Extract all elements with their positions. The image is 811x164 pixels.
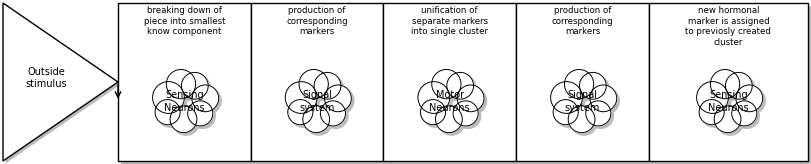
Circle shape xyxy=(588,103,613,128)
Circle shape xyxy=(436,106,462,133)
Bar xyxy=(518,6,651,164)
Circle shape xyxy=(191,103,215,128)
Circle shape xyxy=(434,72,464,101)
Circle shape xyxy=(184,75,211,102)
Text: Outside
stimulus: Outside stimulus xyxy=(26,67,67,89)
Circle shape xyxy=(699,84,731,116)
Circle shape xyxy=(288,100,313,125)
Circle shape xyxy=(166,70,195,99)
Bar xyxy=(253,6,386,164)
Circle shape xyxy=(580,72,607,99)
Circle shape xyxy=(431,70,461,99)
Circle shape xyxy=(420,100,445,125)
Text: new hormonal
marker is assigned
to previosly created
cluster: new hormonal marker is assigned to previ… xyxy=(685,6,771,47)
Circle shape xyxy=(155,84,187,116)
Circle shape xyxy=(195,87,221,114)
Circle shape xyxy=(285,82,317,113)
Circle shape xyxy=(438,108,465,135)
Circle shape xyxy=(456,103,481,128)
Bar xyxy=(121,6,253,164)
Circle shape xyxy=(697,82,728,113)
Circle shape xyxy=(593,87,620,114)
Circle shape xyxy=(449,75,476,102)
Circle shape xyxy=(726,72,753,99)
Circle shape xyxy=(582,75,609,102)
Circle shape xyxy=(173,108,200,135)
Bar xyxy=(516,3,649,161)
Text: Signal
system: Signal system xyxy=(299,91,335,113)
Circle shape xyxy=(571,108,598,135)
Polygon shape xyxy=(6,6,121,164)
Circle shape xyxy=(586,101,611,126)
Text: production of
corresponding
markers: production of corresponding markers xyxy=(286,6,348,37)
Circle shape xyxy=(327,87,354,114)
Circle shape xyxy=(738,87,765,114)
Circle shape xyxy=(553,84,585,116)
Bar xyxy=(251,3,384,161)
Circle shape xyxy=(699,100,724,125)
Circle shape xyxy=(457,85,484,112)
Circle shape xyxy=(569,106,595,133)
Circle shape xyxy=(728,75,755,102)
Circle shape xyxy=(460,87,487,114)
Circle shape xyxy=(736,85,762,112)
Circle shape xyxy=(170,106,197,133)
Circle shape xyxy=(423,102,448,127)
Circle shape xyxy=(564,70,594,99)
Text: Signal
system: Signal system xyxy=(564,91,600,113)
Circle shape xyxy=(169,72,198,101)
Circle shape xyxy=(420,84,453,116)
Circle shape xyxy=(732,101,757,126)
Circle shape xyxy=(714,106,741,133)
Circle shape xyxy=(305,108,332,135)
Circle shape xyxy=(453,101,478,126)
Circle shape xyxy=(302,72,331,101)
Circle shape xyxy=(324,85,351,112)
Circle shape xyxy=(551,82,582,113)
Text: Sensing
Neurons: Sensing Neurons xyxy=(708,91,749,113)
Bar xyxy=(384,3,516,161)
Circle shape xyxy=(447,72,474,99)
Circle shape xyxy=(717,108,744,135)
Bar xyxy=(118,3,251,161)
Text: production of
corresponding
markers: production of corresponding markers xyxy=(551,6,613,37)
Circle shape xyxy=(182,72,208,99)
Circle shape xyxy=(192,85,219,112)
Circle shape xyxy=(418,82,450,113)
Circle shape xyxy=(290,102,315,127)
Circle shape xyxy=(299,70,328,99)
Circle shape xyxy=(157,102,182,127)
Text: breaking down of
piece into smallest
know component: breaking down of piece into smallest kno… xyxy=(144,6,225,37)
Circle shape xyxy=(316,75,343,102)
Circle shape xyxy=(567,72,596,101)
Text: Sensing
Neurons: Sensing Neurons xyxy=(164,91,204,113)
Circle shape xyxy=(152,82,184,113)
Circle shape xyxy=(314,72,341,99)
Text: Motor
Neurons: Motor Neurons xyxy=(429,91,470,113)
Bar xyxy=(649,3,808,161)
Circle shape xyxy=(155,100,180,125)
Bar xyxy=(386,6,518,164)
Circle shape xyxy=(710,70,740,99)
Circle shape xyxy=(323,103,348,128)
Circle shape xyxy=(734,103,759,128)
Polygon shape xyxy=(3,3,118,161)
Text: unification of
separate markers
into single cluster: unification of separate markers into sin… xyxy=(411,6,488,37)
Circle shape xyxy=(590,85,616,112)
Circle shape xyxy=(187,101,212,126)
Circle shape xyxy=(553,100,578,125)
Circle shape xyxy=(556,102,581,127)
Circle shape xyxy=(320,101,345,126)
Bar xyxy=(651,6,810,164)
Circle shape xyxy=(288,84,320,116)
Circle shape xyxy=(303,106,329,133)
Circle shape xyxy=(713,72,742,101)
Circle shape xyxy=(702,102,727,127)
